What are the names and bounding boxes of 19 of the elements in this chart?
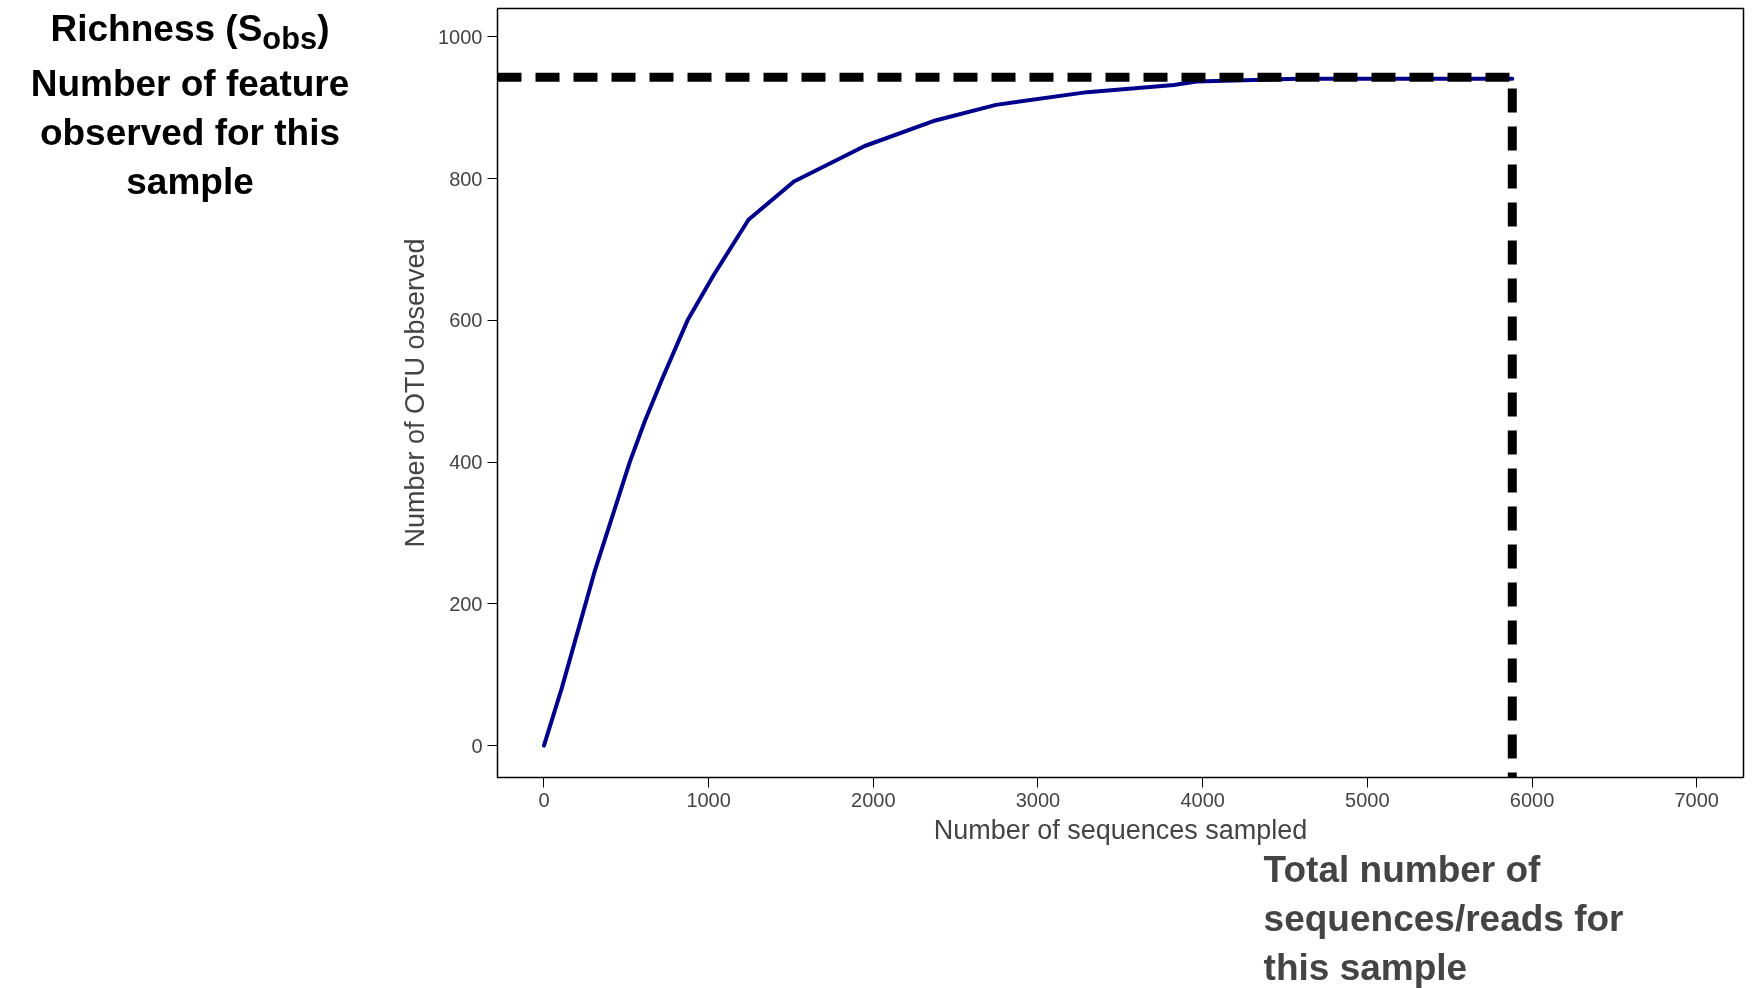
y-axis-title: Number of OTU observed xyxy=(400,238,431,548)
x-tick-label: 3000 xyxy=(1015,788,1061,811)
text: Total number of sequences/reads for this sample xyxy=(1263,849,1624,988)
y-tick-label: 1000 xyxy=(438,25,483,48)
x-tick-label: 2000 xyxy=(851,788,896,811)
x-tick-label: 1000 xyxy=(686,788,731,811)
x-tick-label: 4000 xyxy=(1180,788,1225,811)
y-tick-label: 0 xyxy=(471,734,483,757)
x-tick-label: 5000 xyxy=(1345,788,1390,811)
text: Number of feature observed for this sample xyxy=(30,63,350,202)
x-tick-label: 0 xyxy=(538,788,550,811)
x-tick-label: 7000 xyxy=(1674,788,1719,811)
y-tick-label: 800 xyxy=(449,167,483,190)
x-tick-label: 6000 xyxy=(1509,788,1555,811)
text: Richness (S$_{obs}$) xyxy=(50,8,330,57)
y-tick-label: 600 xyxy=(449,309,483,332)
y-tick-label: 400 xyxy=(449,451,483,474)
x-axis-title: Number of sequences sampled xyxy=(933,814,1308,845)
y-tick-label: 200 xyxy=(449,592,483,615)
